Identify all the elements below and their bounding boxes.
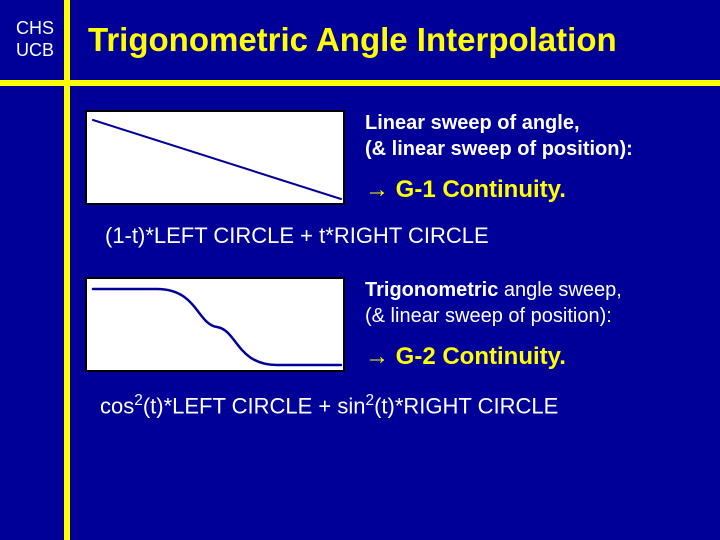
f2-p3: (t)*RIGHT CIRCLE — [374, 393, 558, 418]
horizontal-divider — [0, 80, 720, 86]
logo: CHS UCB — [0, 0, 70, 80]
f2-p1: cos — [100, 393, 134, 418]
trig-graph — [85, 277, 345, 372]
linear-graph-svg — [87, 112, 347, 207]
logo-line2: UCB — [16, 40, 54, 62]
linear-caption-block: Linear sweep of angle, (& linear sweep o… — [365, 110, 633, 204]
section-linear: Linear sweep of angle, (& linear sweep o… — [85, 110, 705, 205]
linear-caption-line2: (& linear sweep of position): — [365, 138, 633, 160]
header: CHS UCB Trigonometric Angle Interpolatio… — [0, 0, 720, 80]
content-area: Linear sweep of angle, (& linear sweep o… — [85, 100, 705, 419]
trig-graph-svg — [87, 279, 347, 374]
linear-graph — [85, 110, 345, 205]
linear-caption-line1: Linear sweep of angle, — [365, 112, 580, 134]
slide-title: Trigonometric Angle Interpolation — [70, 21, 720, 59]
f2-sup1: 2 — [134, 392, 143, 409]
f2-p2: (t)*LEFT CIRCLE + sin — [143, 393, 366, 418]
g1-label: G-1 Continuity. — [396, 176, 566, 203]
linear-line — [93, 120, 341, 199]
g1-continuity: → G-1 Continuity. — [365, 176, 633, 204]
trig-curve — [93, 289, 341, 365]
g2-label: G-2 Continuity. — [396, 343, 566, 370]
f2-sup2: 2 — [366, 392, 375, 409]
formula-linear: (1-t)*LEFT CIRCLE + t*RIGHT CIRCLE — [105, 223, 705, 249]
g2-continuity: → G-2 Continuity. — [365, 343, 622, 371]
trig-caption-rest: angle sweep, — [498, 279, 621, 301]
formula-trig: cos2(t)*LEFT CIRCLE + sin2(t)*RIGHT CIRC… — [100, 392, 705, 419]
trig-caption-bold: Trigonometric — [365, 279, 498, 301]
trig-caption: Trigonometric angle sweep, (& linear swe… — [365, 277, 622, 329]
linear-caption: Linear sweep of angle, (& linear sweep o… — [365, 110, 633, 162]
section-trig: Trigonometric angle sweep, (& linear swe… — [85, 277, 705, 372]
trig-caption-block: Trigonometric angle sweep, (& linear swe… — [365, 277, 622, 371]
vertical-divider — [64, 0, 70, 540]
arrow-icon: → — [365, 176, 389, 203]
trig-caption-line2: (& linear sweep of position): — [365, 305, 612, 327]
logo-line1: CHS — [16, 18, 54, 40]
arrow-icon: → — [365, 343, 389, 370]
